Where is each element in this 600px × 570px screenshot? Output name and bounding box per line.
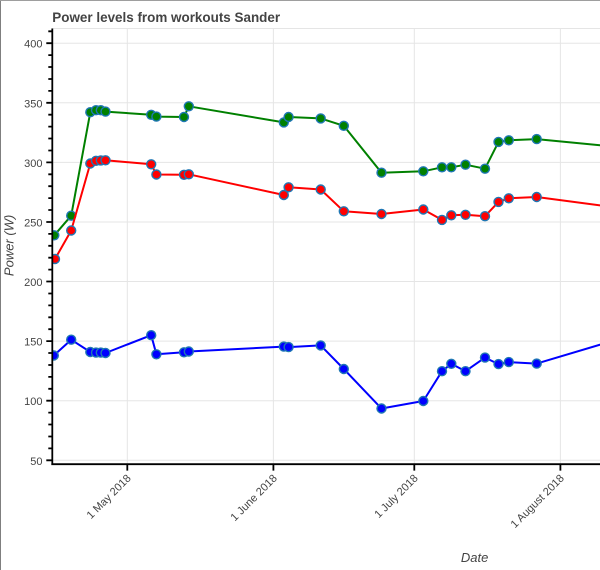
svg-text:Power levels from workouts San: Power levels from workouts Sander <box>52 10 281 25</box>
svg-text:250: 250 <box>24 218 42 230</box>
svg-text:100: 100 <box>24 396 42 408</box>
svg-text:50: 50 <box>30 456 42 468</box>
svg-text:Date: Date <box>461 550 488 565</box>
svg-text:350: 350 <box>24 98 42 110</box>
svg-text:200: 200 <box>24 277 42 289</box>
svg-text:150: 150 <box>24 337 42 349</box>
svg-text:300: 300 <box>24 158 42 170</box>
svg-text:Power (W): Power (W) <box>2 215 17 276</box>
svg-text:400: 400 <box>24 39 42 51</box>
